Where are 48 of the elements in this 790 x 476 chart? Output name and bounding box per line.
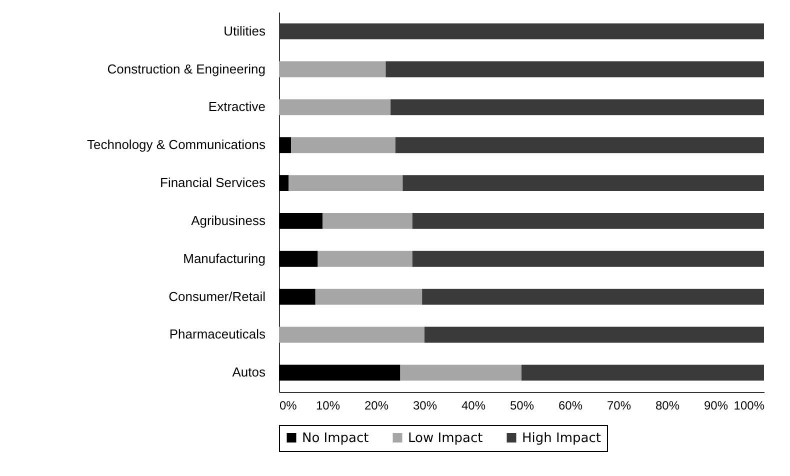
- legend-label: High Impact: [522, 430, 601, 446]
- bar: [402, 175, 764, 191]
- bar: [279, 99, 391, 116]
- y-tick-label: Financial Services: [160, 175, 266, 190]
- y-tick-label: Extractive: [208, 99, 266, 114]
- bar: [424, 326, 764, 343]
- y-tick-label: Utilities: [224, 23, 266, 38]
- y-tick-label: Consumer/Retail: [168, 288, 266, 304]
- y-tick-label: Agribusiness: [191, 212, 266, 228]
- x-tick-label: 80%: [655, 398, 680, 412]
- bar: [288, 175, 403, 191]
- x-tick-label: 40%: [461, 398, 486, 412]
- bar: [279, 250, 318, 267]
- x-tick-label: 30%: [412, 398, 438, 412]
- bar: [412, 213, 764, 229]
- bar: [400, 364, 522, 381]
- y-tick-label: Pharmaceuticals: [169, 326, 266, 342]
- x-tick-label: 10%: [316, 398, 340, 412]
- bar: [279, 364, 400, 381]
- bar: [315, 288, 422, 305]
- bar: [279, 137, 292, 154]
- bar: [395, 137, 764, 154]
- x-tick-label: 0%: [280, 398, 298, 412]
- legend-label: No Impact: [302, 430, 369, 446]
- y-tick-label: Technology & Communications: [87, 137, 266, 152]
- bar: [386, 61, 764, 78]
- bar: [291, 137, 396, 154]
- x-tick-label: 100%: [734, 398, 765, 412]
- bar: [422, 288, 764, 305]
- y-tick-label: Manufacturing: [183, 250, 266, 266]
- x-tick-label: 20%: [364, 398, 389, 412]
- bar: [412, 250, 764, 267]
- bar: [279, 288, 316, 305]
- x-tick-label: 50%: [510, 398, 534, 412]
- bar: [279, 326, 424, 343]
- x-tick-label: 70%: [606, 398, 632, 412]
- y-tick-label: Autos: [232, 364, 266, 380]
- bar: [279, 213, 323, 229]
- y-tick-label: Construction & Engineering: [107, 61, 266, 76]
- bar: [279, 61, 386, 78]
- bar: [322, 213, 412, 229]
- bar: [279, 175, 289, 191]
- legend-label: Low Impact: [408, 430, 483, 446]
- x-tick-label: 60%: [558, 398, 583, 412]
- bar: [522, 364, 764, 381]
- bar: [390, 99, 764, 116]
- x-tick-label: 90%: [704, 398, 728, 412]
- bar: [318, 250, 412, 267]
